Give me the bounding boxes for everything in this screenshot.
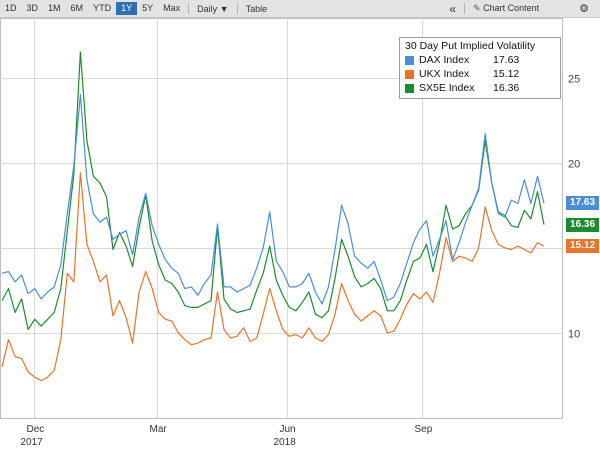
last-value-tag-sx5e: 16.36	[566, 217, 599, 232]
legend-swatch	[405, 69, 414, 79]
legend-series-value: 15.12	[493, 68, 520, 80]
legend-item: UKX Index 15.12	[400, 67, 560, 81]
table-button[interactable]: Table	[245, 3, 268, 14]
legend-swatch	[405, 83, 414, 93]
range-button-6m[interactable]: 6M	[70, 3, 84, 13]
series-line-sx5e	[1, 51, 545, 331]
collapse-icon[interactable]: «	[449, 1, 457, 16]
toolbar-divider	[188, 3, 190, 14]
range-button-max[interactable]: Max	[163, 3, 181, 13]
frequency-label: Daily	[197, 3, 218, 14]
range-button-1m[interactable]: 1M	[48, 3, 61, 13]
legend-series-name: UKX Index	[419, 68, 470, 80]
legend-series-value: 16.36	[493, 82, 520, 94]
toolbar-divider	[464, 3, 466, 14]
x-tick-label: Sep	[415, 424, 433, 435]
legend-title: 30 Day Put Implied Volatility	[405, 40, 536, 52]
series-line-dax	[1, 94, 545, 305]
last-value-tag-ukx: 15.12	[566, 238, 599, 253]
chart-toolbar: 1D 3D 1M 6M YTD 1Y 5Y Max Daily ▼ Table « ✎ Cha…	[0, 0, 600, 18]
x-tick-label: Mar	[150, 424, 168, 435]
x-tick-label: Jun	[280, 424, 296, 435]
x-tick-year: 2017	[21, 437, 44, 447]
frequency-dropdown[interactable]: Daily ▼	[192, 4, 233, 14]
chart-content-button[interactable]: ✎ Chart Content	[468, 3, 544, 14]
x-tick-label: Dec	[27, 424, 45, 435]
range-button-3d[interactable]: 3D	[26, 3, 39, 13]
x-tick-year: 2018	[274, 437, 297, 447]
legend-series-value: 17.63	[493, 54, 520, 66]
pencil-icon: ✎	[473, 3, 481, 13]
legend-item: SX5E Index 16.36	[400, 81, 560, 95]
legend-series-name: SX5E Index	[419, 82, 475, 94]
range-button-1y[interactable]: 1Y	[116, 2, 138, 15]
last-value-tag-dax: 17.63	[566, 196, 599, 211]
range-button-5y[interactable]: 5Y	[142, 3, 154, 13]
series-line-ukx	[1, 172, 545, 382]
y-tick-label: 20	[568, 159, 580, 171]
chevron-down-icon: ▼	[219, 3, 229, 14]
gear-icon[interactable]: ⚙	[579, 3, 589, 15]
chart-content-label: Chart Content	[483, 3, 540, 13]
range-selector: 1D 3D 1M 6M YTD 1Y 5Y Max	[0, 0, 185, 17]
toolbar-divider	[236, 3, 238, 14]
legend-item: DAX Index 17.63	[400, 53, 560, 67]
legend: 30 Day Put Implied Volatility DAX Index …	[399, 37, 561, 99]
y-tick-label: 10	[568, 329, 580, 341]
legend-swatch	[405, 55, 414, 65]
range-button-ytd[interactable]: YTD	[93, 3, 112, 13]
legend-series-name: DAX Index	[419, 54, 470, 66]
range-button-1d[interactable]: 1D	[5, 3, 17, 13]
y-tick-label: 25	[568, 74, 580, 86]
